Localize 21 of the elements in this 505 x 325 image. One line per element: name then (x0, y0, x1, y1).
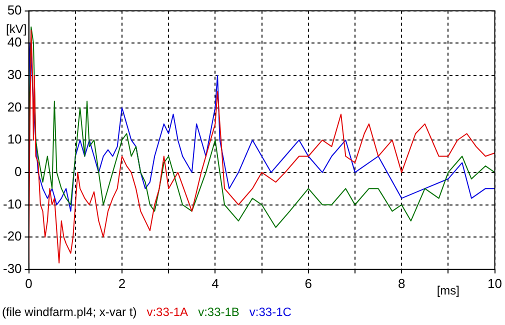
x-tick-label: 2 (118, 276, 126, 291)
x-tick-label: 8 (398, 276, 406, 291)
x-tick-label: 6 (304, 276, 312, 291)
x-tick-label: 10 (488, 276, 502, 291)
y-tick-label: 10 (7, 132, 22, 147)
text: (file windfarm.pl4; x-var t) (2, 305, 137, 319)
y-tick-label: -20 (2, 228, 22, 244)
y-tick-label: 50 (7, 2, 22, 18)
y-axis-title: [kV] (6, 22, 27, 36)
x-tick-label: 0 (25, 276, 32, 291)
text: v:33-1B (198, 305, 240, 319)
y-tick-label: 0 (14, 164, 22, 180)
x-axis-title: [ms] (436, 284, 460, 298)
text: v:33-1A (146, 305, 188, 319)
x-tick-label: 4 (212, 276, 219, 291)
text: v:33-1C (249, 305, 292, 319)
y-tick-label: 20 (7, 99, 22, 114)
y-tick-label: -10 (2, 196, 22, 212)
y-tick-label: 40 (7, 34, 22, 50)
y-tick-label: 30 (7, 67, 22, 82)
y-tick-label: -30 (2, 260, 22, 276)
